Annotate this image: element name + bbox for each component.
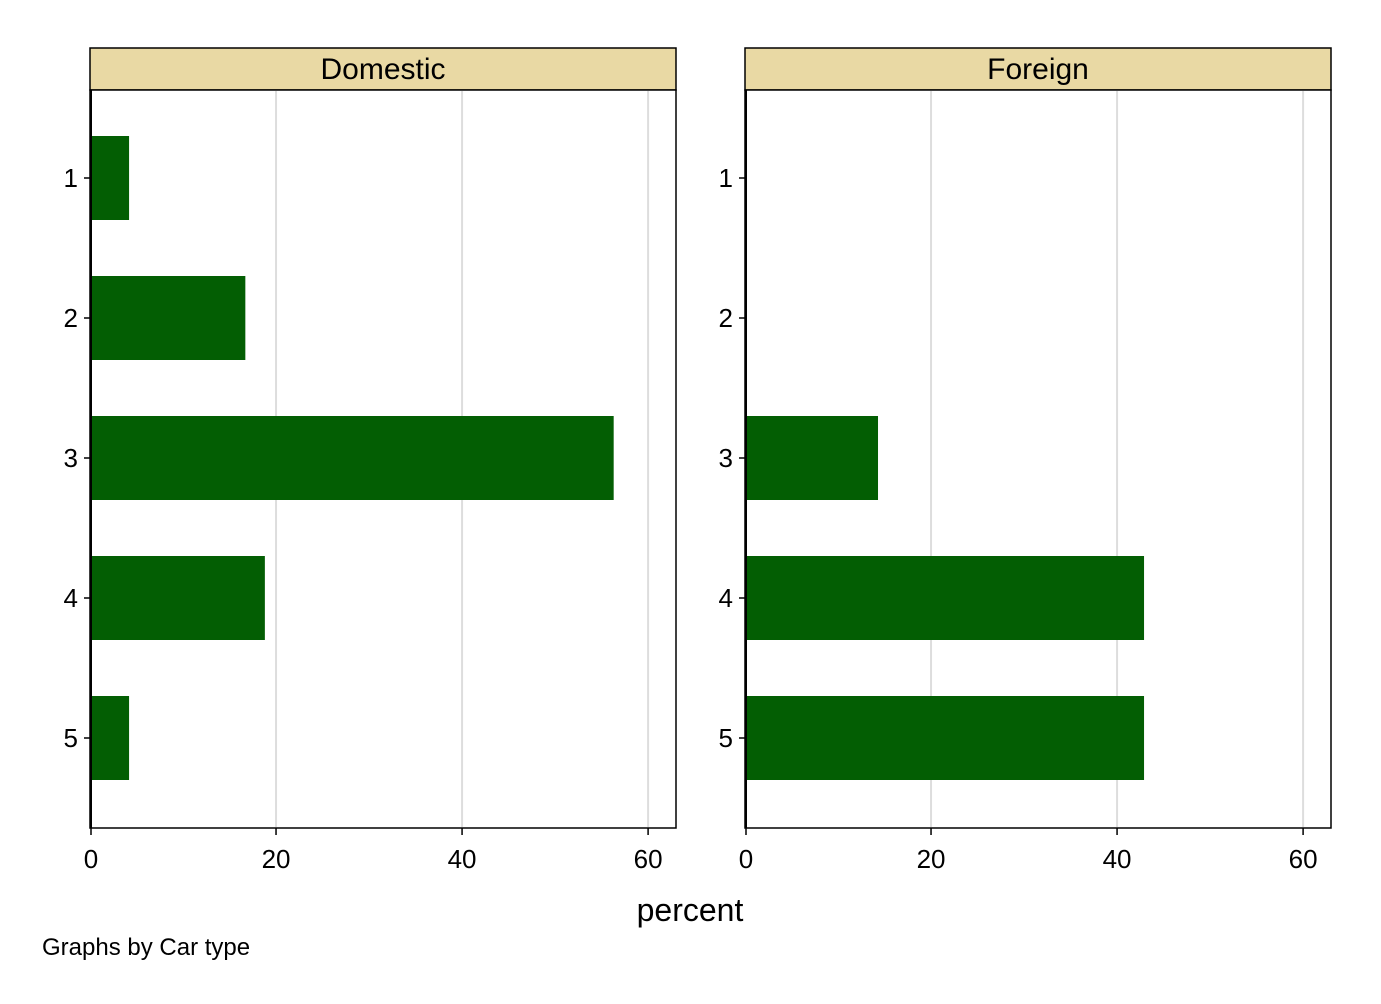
panel-title: Domestic bbox=[320, 53, 445, 86]
bar bbox=[745, 556, 1145, 640]
chart-panels: Domestic 1 2 3 4 5 0 20 40 60 Foreign 1 2 3 4 5 0 20 40 60 bbox=[64, 47, 1332, 874]
bar bbox=[745, 416, 879, 500]
x-tick-label: 20 bbox=[917, 844, 946, 874]
y-tick-label: 3 bbox=[719, 443, 733, 473]
panel-domestic: Domestic 1 2 3 4 5 0 20 40 60 bbox=[64, 47, 677, 874]
y-tick-label: 2 bbox=[64, 303, 78, 333]
x-tick-label: 0 bbox=[84, 844, 98, 874]
bar bbox=[90, 556, 265, 640]
panel-header bbox=[744, 47, 1332, 91]
panel-foreign: Foreign 1 2 3 4 5 0 20 40 60 bbox=[719, 47, 1332, 874]
panel-title: Foreign bbox=[987, 53, 1089, 86]
x-tick-label: 60 bbox=[1289, 844, 1318, 874]
graph-note: Graphs by Car type bbox=[42, 934, 250, 961]
x-tick-label: 60 bbox=[634, 844, 663, 874]
y-tick-label: 4 bbox=[719, 583, 733, 613]
bar bbox=[90, 276, 246, 360]
x-axis-title: percent bbox=[637, 892, 744, 928]
y-tick-label: 2 bbox=[719, 303, 733, 333]
y-tick-label: 5 bbox=[719, 723, 733, 753]
y-tick-label: 3 bbox=[64, 443, 78, 473]
bar bbox=[90, 136, 130, 220]
x-tick-label: 20 bbox=[262, 844, 291, 874]
y-tick-label: 4 bbox=[64, 583, 78, 613]
x-tick-label: 40 bbox=[1103, 844, 1132, 874]
bar bbox=[90, 416, 614, 500]
y-tick-label: 5 bbox=[64, 723, 78, 753]
panel-header bbox=[89, 47, 677, 91]
y-tick-label: 1 bbox=[64, 163, 78, 193]
y-tick-label: 1 bbox=[719, 163, 733, 193]
bar bbox=[90, 696, 130, 780]
x-tick-label: 0 bbox=[739, 844, 753, 874]
bar bbox=[745, 696, 1145, 780]
x-tick-label: 40 bbox=[448, 844, 477, 874]
